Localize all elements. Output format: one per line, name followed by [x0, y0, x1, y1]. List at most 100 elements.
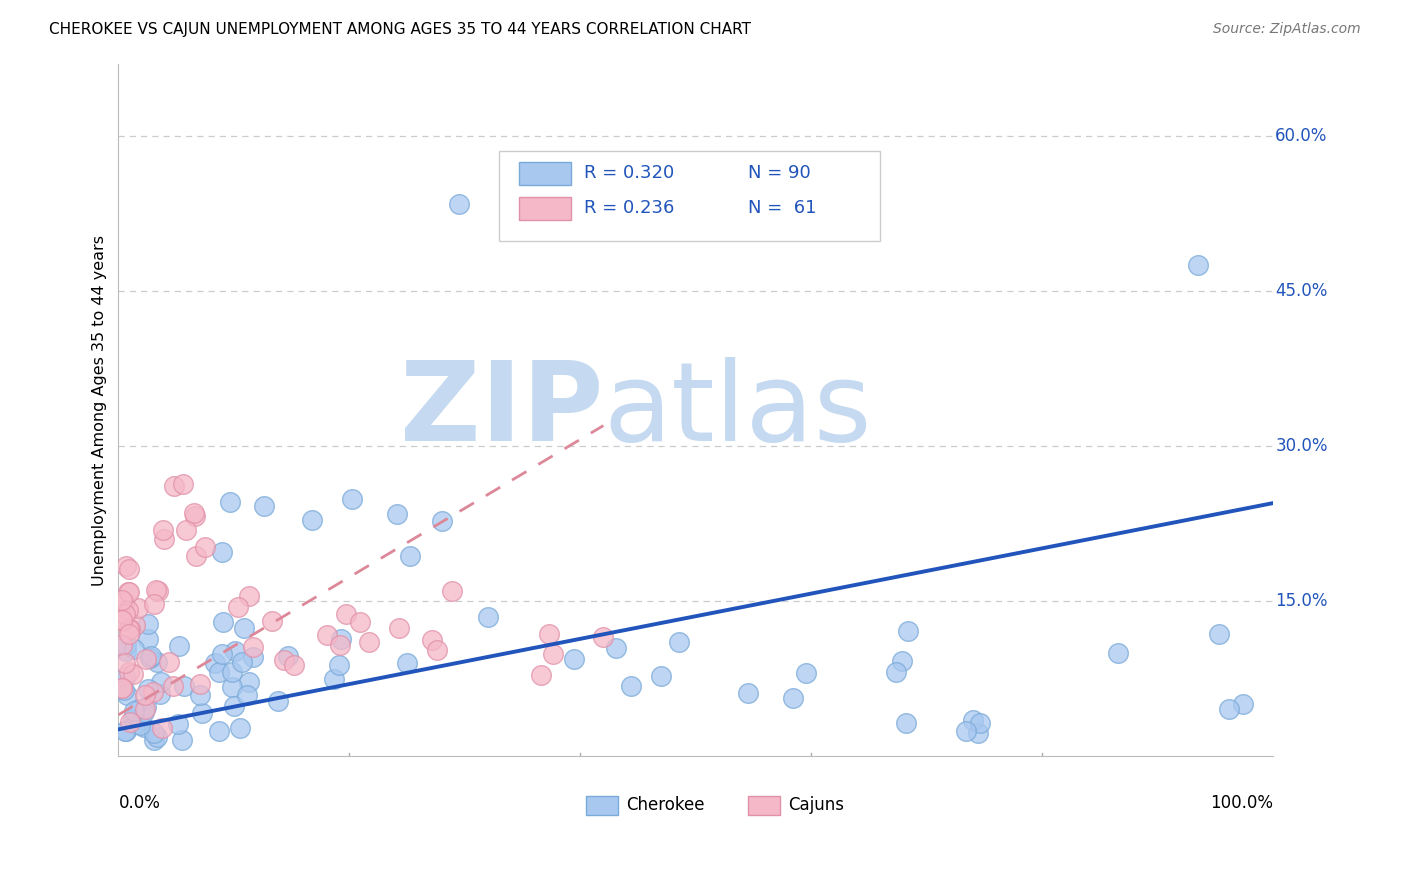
Point	[894, 716, 917, 731]
Point	[301, 513, 323, 527]
Point	[620, 679, 643, 693]
Point	[146, 655, 169, 669]
Point	[430, 514, 453, 528]
Text: 60.0%: 60.0%	[1275, 128, 1327, 145]
Point	[204, 656, 226, 670]
Point	[114, 643, 136, 657]
Point	[145, 730, 167, 744]
Point	[650, 669, 672, 683]
Point	[221, 665, 243, 679]
Point	[447, 196, 470, 211]
Point	[152, 524, 174, 538]
Text: N =  61: N = 61	[748, 199, 817, 217]
Point	[592, 630, 614, 644]
Point	[388, 621, 411, 635]
Point	[120, 622, 142, 636]
Point	[966, 726, 988, 740]
Point	[190, 676, 212, 690]
Point	[111, 681, 134, 695]
Point	[114, 670, 136, 684]
Point	[242, 640, 264, 655]
Point	[114, 607, 136, 621]
Point	[969, 716, 991, 731]
Point	[122, 666, 145, 681]
FancyBboxPatch shape	[748, 796, 780, 815]
Point	[441, 583, 464, 598]
Point	[118, 622, 141, 636]
Point	[136, 617, 159, 632]
Point	[122, 641, 145, 656]
Point	[143, 733, 166, 747]
Point	[114, 723, 136, 738]
Point	[541, 647, 564, 661]
Point	[219, 494, 242, 508]
Point	[962, 713, 984, 727]
Point	[232, 621, 254, 635]
Text: Cajuns: Cajuns	[789, 797, 844, 814]
Point	[163, 478, 186, 492]
Point	[897, 624, 920, 639]
Point	[538, 627, 561, 641]
Point	[134, 705, 156, 719]
Point	[1232, 697, 1254, 711]
Point	[267, 694, 290, 708]
Point	[112, 682, 135, 697]
Point	[173, 679, 195, 693]
Point	[135, 652, 157, 666]
Point	[129, 718, 152, 732]
Point	[145, 583, 167, 598]
Point	[136, 632, 159, 646]
FancyBboxPatch shape	[586, 796, 619, 815]
Text: ZIP: ZIP	[399, 357, 603, 464]
Point	[238, 674, 260, 689]
Point	[891, 654, 914, 668]
Point	[277, 649, 299, 664]
Point	[260, 614, 283, 628]
Point	[166, 717, 188, 731]
Point	[188, 688, 211, 702]
FancyBboxPatch shape	[519, 197, 571, 219]
Point	[190, 706, 212, 720]
Point	[283, 657, 305, 672]
Point	[224, 644, 246, 658]
Text: CHEROKEE VS CAJUN UNEMPLOYMENT AMONG AGES 35 TO 44 YEARS CORRELATION CHART: CHEROKEE VS CAJUN UNEMPLOYMENT AMONG AGE…	[49, 22, 751, 37]
Point	[238, 589, 260, 603]
Point	[884, 665, 907, 680]
Point	[530, 668, 553, 682]
Point	[174, 523, 197, 537]
Point	[142, 684, 165, 698]
Point	[111, 614, 134, 628]
Point	[118, 585, 141, 599]
Point	[117, 585, 139, 599]
Point	[118, 627, 141, 641]
Point	[115, 724, 138, 739]
Point	[153, 533, 176, 547]
Point	[186, 549, 208, 563]
Point	[252, 499, 274, 513]
Point	[193, 540, 215, 554]
Point	[122, 705, 145, 719]
Point	[115, 688, 138, 702]
Point	[134, 720, 156, 734]
Point	[167, 639, 190, 653]
Point	[329, 632, 352, 647]
Point	[668, 634, 690, 648]
Point	[128, 701, 150, 715]
Point	[236, 688, 259, 702]
Point	[115, 559, 138, 574]
Point	[121, 712, 143, 726]
Point	[605, 641, 627, 656]
Point	[955, 724, 977, 739]
Point	[136, 682, 159, 697]
Point	[184, 509, 207, 524]
Point	[111, 613, 134, 627]
Point	[124, 618, 146, 632]
Point	[323, 673, 346, 687]
Point	[273, 653, 295, 667]
Point	[226, 599, 249, 614]
Point	[794, 665, 817, 680]
Point	[222, 698, 245, 713]
Point	[183, 506, 205, 520]
Point	[114, 638, 136, 652]
Point	[162, 679, 184, 693]
